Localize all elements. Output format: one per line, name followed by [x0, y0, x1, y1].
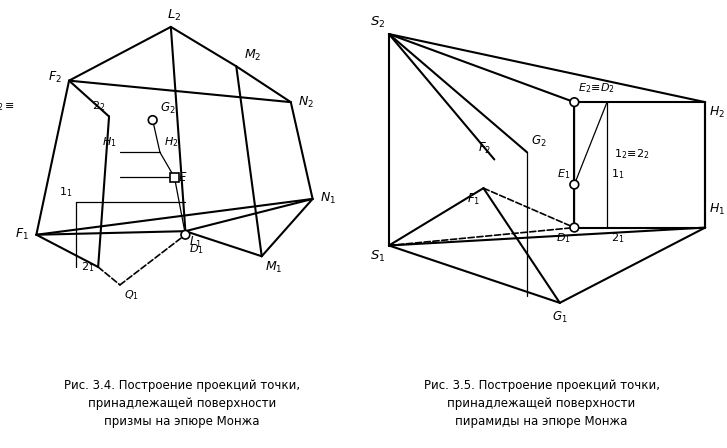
Text: $1_2\!\equiv\!2_2$: $1_2\!\equiv\!2_2$ — [614, 147, 650, 161]
Text: $E_2\!\equiv\!D_2$: $E_2\!\equiv\!D_2$ — [578, 81, 615, 95]
Text: $D_1$: $D_1$ — [556, 231, 571, 245]
Text: $F_1$: $F_1$ — [467, 192, 480, 207]
Text: $F_2$: $F_2$ — [48, 69, 62, 85]
Text: $H_2$: $H_2$ — [164, 135, 178, 149]
Text: $2_2$: $2_2$ — [92, 99, 105, 113]
Text: $S_2$: $S_2$ — [370, 15, 385, 30]
Text: $G_2$: $G_2$ — [531, 134, 546, 149]
Text: $2_1$: $2_1$ — [81, 260, 95, 274]
Text: $1_1$: $1_1$ — [60, 185, 73, 199]
Text: $1_2\equiv$: $1_2\equiv$ — [0, 99, 15, 113]
Text: $L_2$: $L_2$ — [167, 8, 182, 23]
Text: $2_1$: $2_1$ — [611, 231, 624, 245]
Text: $G_2$: $G_2$ — [160, 101, 175, 116]
Text: $Q_1$: $Q_1$ — [124, 289, 139, 302]
Text: $N_1$: $N_1$ — [320, 191, 336, 207]
Circle shape — [570, 223, 579, 232]
Text: $G_1$: $G_1$ — [552, 310, 568, 325]
Text: Рис. 3.4. Построение проекций точки,
принадлежащей поверхности
призмы на эпюре М: Рис. 3.4. Построение проекций точки, при… — [64, 379, 300, 427]
Text: $M_2$: $M_2$ — [244, 47, 261, 63]
Text: $E$: $E$ — [178, 171, 188, 184]
Text: $M_1$: $M_1$ — [265, 260, 283, 275]
Text: $H_2$: $H_2$ — [709, 105, 725, 121]
Circle shape — [570, 98, 579, 107]
Text: $1_1$: $1_1$ — [611, 167, 624, 181]
Circle shape — [148, 116, 157, 125]
Text: $D_1$: $D_1$ — [189, 242, 204, 256]
Text: $E_1$: $E_1$ — [558, 167, 571, 181]
Text: $F_2$: $F_2$ — [478, 141, 491, 156]
Circle shape — [181, 230, 190, 239]
Text: $H_1$: $H_1$ — [709, 202, 725, 217]
Text: $S_1$: $S_1$ — [370, 249, 385, 264]
Text: $F_1$: $F_1$ — [15, 227, 29, 242]
Text: Рис. 3.5. Построение проекций точки,
принадлежащей поверхности
пирамиды на эпюре: Рис. 3.5. Построение проекций точки, при… — [424, 379, 659, 427]
FancyBboxPatch shape — [170, 173, 179, 182]
Text: $N_2$: $N_2$ — [298, 95, 314, 110]
Text: $H_1$: $H_1$ — [102, 135, 116, 149]
Circle shape — [570, 180, 579, 189]
Text: $L_1$: $L_1$ — [189, 235, 202, 250]
